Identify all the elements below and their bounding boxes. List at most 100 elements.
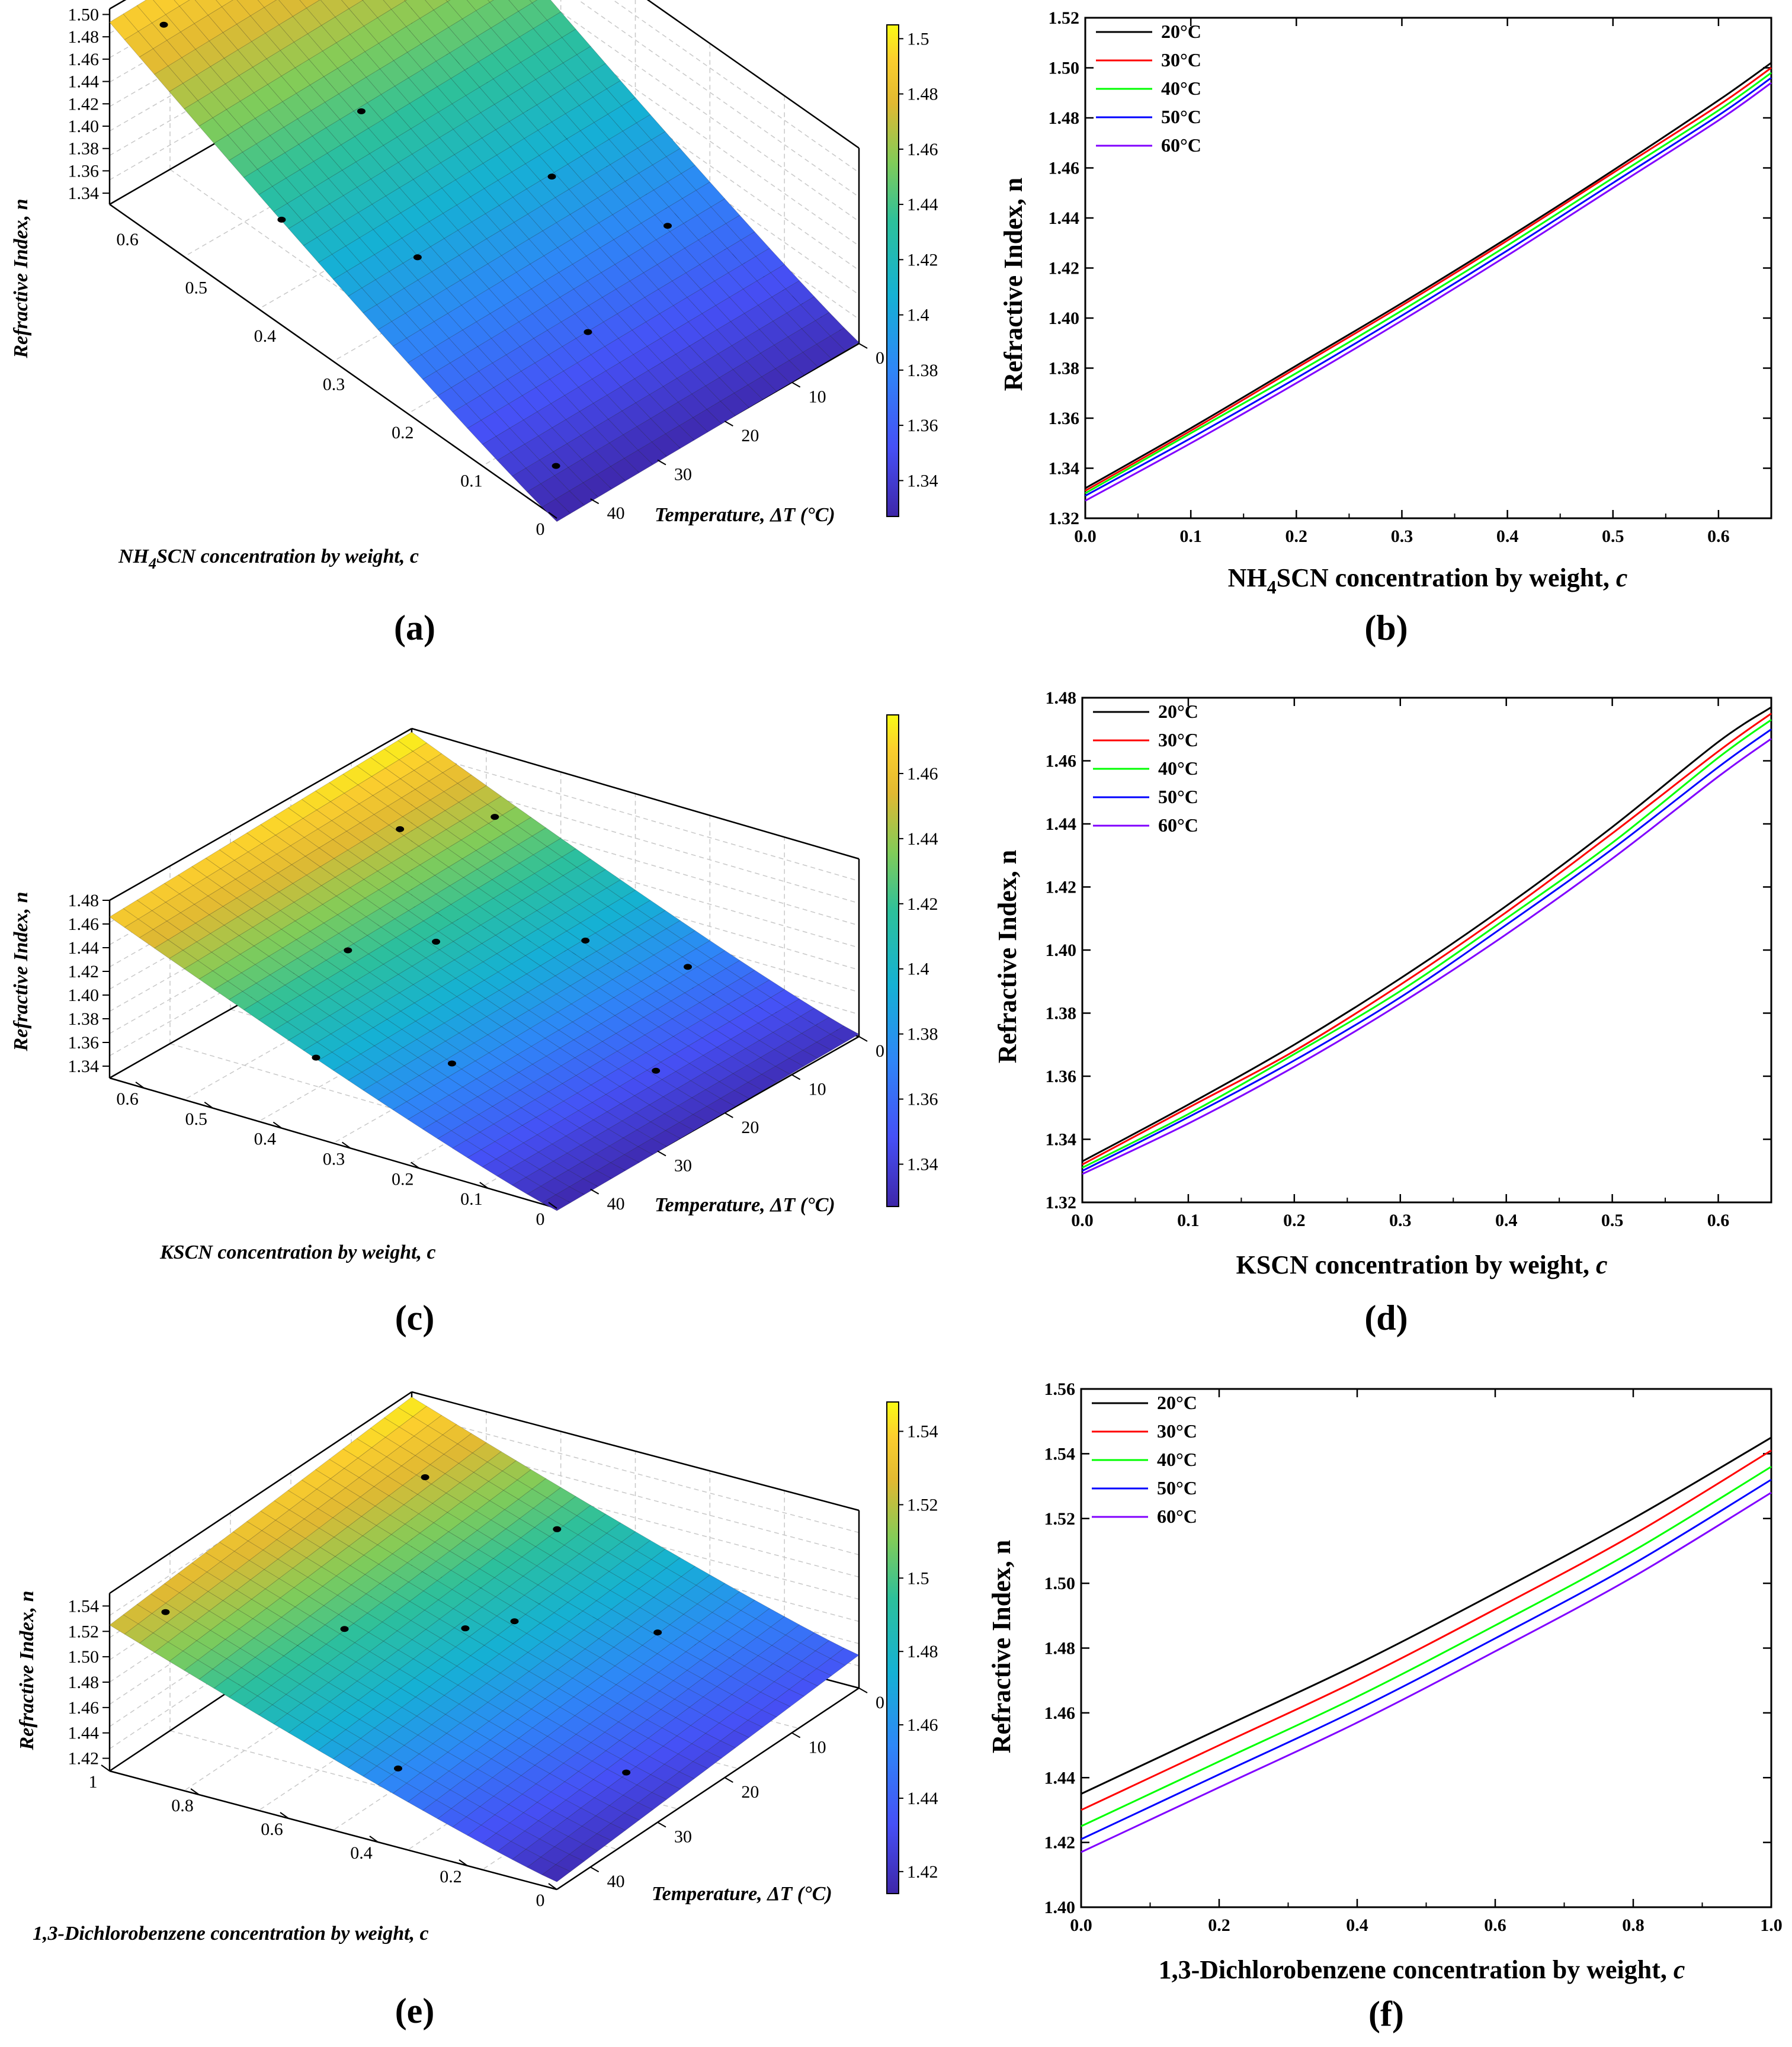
a-wall-grid-6 [109,0,860,198]
d-y-tick-label-1: 1.34 [1046,1130,1077,1150]
panel-c-surface [109,731,860,1211]
e-z-tick-label-0: 1.54 [68,1596,100,1616]
panel-e-x-ticks: 1 0.8 0.6 0.4 0.2 0 [89,1764,557,1910]
panel-c-y-axis-label-part3: (°C) [795,1194,835,1216]
c-colorbar-label-1: 1.44 [907,829,938,849]
a-colorbar-label-1: 1.48 [907,85,938,104]
c-colorbar-label-5: 1.36 [907,1090,938,1109]
d-y-tick-label-4: 1.40 [1046,941,1077,960]
f-x-tick-label-5: 1.0 [1760,1916,1783,1935]
e-measured-point-1 [421,1474,429,1481]
panel-a-y-axis-label-part1: Temperature, [655,504,770,526]
c-box-edge-7 [109,727,412,901]
a-colorbar-label-4: 1.42 [907,250,938,269]
e-colorbar-label-1: 1.52 [907,1495,938,1515]
panel-c-z-ticks: 1.48 1.46 1.44 1.42 1.40 1.38 1.36 1.34 [68,891,110,1076]
c-wall-grid-7 [109,750,860,923]
a-colorbar-label-8: 1.34 [907,471,938,490]
e-y-tick-label-3: 30 [674,1827,692,1847]
e-x-tick-mark-1 [190,1788,200,1795]
e-measured-point-2 [340,1626,349,1632]
panel-c-colorbar: 1.46 1.44 1.42 1.4 1.38 1.36 1.34 [886,714,938,1207]
e-colorbar-label-4: 1.46 [907,1715,938,1735]
a-surface-cell [136,0,166,24]
e-z-tick-label-4: 1.46 [68,1698,100,1718]
f-legend-label-2: 40°C [1157,1449,1197,1470]
c-y-tick-label-3: 30 [674,1156,692,1175]
panel-e-y-axis-label-part3: (°C) [792,1883,832,1905]
panel-c-y-axis-label-part1: Temperature, [655,1194,770,1216]
panel-e-y-axis-label-part1: Temperature, [652,1883,767,1905]
c-z-tick-label-5: 1.38 [68,1009,100,1029]
b-y-tick-label-1: 1.34 [1049,459,1080,479]
panel-a-label: (a) [394,608,435,647]
a-y-tick-mark-3 [657,459,666,466]
c-x-tick-mark-6 [548,1202,557,1209]
panel-b-series [1085,62,1772,502]
a-surface-cell [257,0,277,8]
d-x-tick-label-4: 0.4 [1495,1211,1518,1230]
e-measured-point-6 [394,1765,402,1772]
f-legend-label-0: 20°C [1157,1392,1197,1413]
c-y-tick-mark-2 [724,1112,733,1118]
a-surface-cell [405,0,434,19]
c-box-edge-8 [411,727,860,860]
panel-f-series [1081,1436,1772,1853]
panel-b-x-axis-label-part1: NH [1228,563,1267,592]
c-x-tick-label-1: 0.5 [185,1109,207,1129]
b-y-tick-label-4: 1.40 [1049,309,1080,328]
b-series-line-3 [1085,77,1772,497]
panel-d-x-axis-label: KSCN concentration by weight, c [1236,1250,1608,1279]
e-x-tick-mark-3 [369,1836,379,1843]
f-legend-label-1: 30°C [1157,1420,1197,1442]
e-y-tick-mark-0 [858,1687,868,1693]
a-z-tick-label-3: 1.44 [68,72,100,92]
panel-c-y-ticks: 0 10 20 30 40 [590,1036,884,1214]
panel-e-y-axis-label: Temperature, ΔT (°C) [652,1883,832,1905]
panel-e-surface [109,1397,860,1882]
a-surface-cell [153,0,180,15]
panel-d-y-axis-label: Refractive Index, n [993,850,1022,1064]
f-legend-label-4: 60°C [1157,1506,1197,1527]
panel-c-surface-chart: 1.481.461.441.421.401.381.361.34 0.60.50… [10,714,938,1337]
c-colorbar-label-6: 1.34 [907,1155,938,1175]
e-x-tick-label-3: 0.4 [350,1843,373,1863]
a-y-tick-mark-2 [724,421,733,426]
d-series-line-4 [1082,737,1772,1175]
a-x-tick-label-2: 0.4 [254,326,277,346]
e-y-tick-mark-2 [724,1777,733,1783]
panel-b-y-ticks: 1.32 1.34 1.36 1.38 1.40 1.42 1.44 1.46 1.48 1.50… [1049,8,1771,528]
a-surface-cell [488,0,494,3]
b-legend-label-1: 30°C [1161,49,1201,70]
a-colorbar-label-6: 1.38 [907,361,938,380]
e-x-tick-mark-0 [101,1764,110,1772]
c-y-tick-label-1: 10 [809,1079,826,1099]
a-y-tick-mark-0 [858,343,868,349]
panel-a-y-ticks: 0 10 20 30 40 [590,343,884,523]
a-surface-cell [216,0,233,7]
panel-b-legend: 20°C 30°C 40°C 50°C 60°C [1096,21,1201,156]
b-x-tick-label-3: 0.3 [1391,527,1413,546]
f-x-tick-label-4: 0.8 [1622,1916,1644,1935]
a-z-tick-label-5: 1.40 [68,117,100,136]
e-z-tick-label-3: 1.48 [68,1673,100,1692]
a-surface-cell [425,0,448,11]
b-x-tick-label-2: 0.2 [1286,527,1308,546]
e-surface-cell [397,1397,427,1417]
panel-d-legend: 20°C 30°C 40°C 50°C 60°C [1093,701,1198,836]
panel-b-y-axis-label: Refractive Index, n [999,178,1028,392]
e-measured-point-8 [622,1769,631,1776]
c-x-tick-label-4: 0.2 [392,1169,414,1189]
c-measured-point-2 [344,947,352,954]
e-box-edge-8 [411,1391,860,1512]
panel-a-x-axis-label: NH4SCN concentration by weight, c [118,546,419,572]
f-series-line-4 [1081,1491,1772,1853]
panel-a-y-axis-label: Temperature, ΔT (°C) [655,504,835,526]
panel-c-x-axis-label: KSCN concentration by weight, c [159,1241,436,1263]
e-y-tick-mark-3 [657,1821,666,1828]
f-y-tick-label-5: 1.50 [1044,1574,1076,1593]
panel-d-x-ticks: 0.0 0.1 0.2 0.3 0.4 0.5 0.6 [1071,698,1729,1230]
a-x-tick-label-6: 0 [536,519,545,539]
b-y-tick-label-7: 1.46 [1049,159,1080,178]
